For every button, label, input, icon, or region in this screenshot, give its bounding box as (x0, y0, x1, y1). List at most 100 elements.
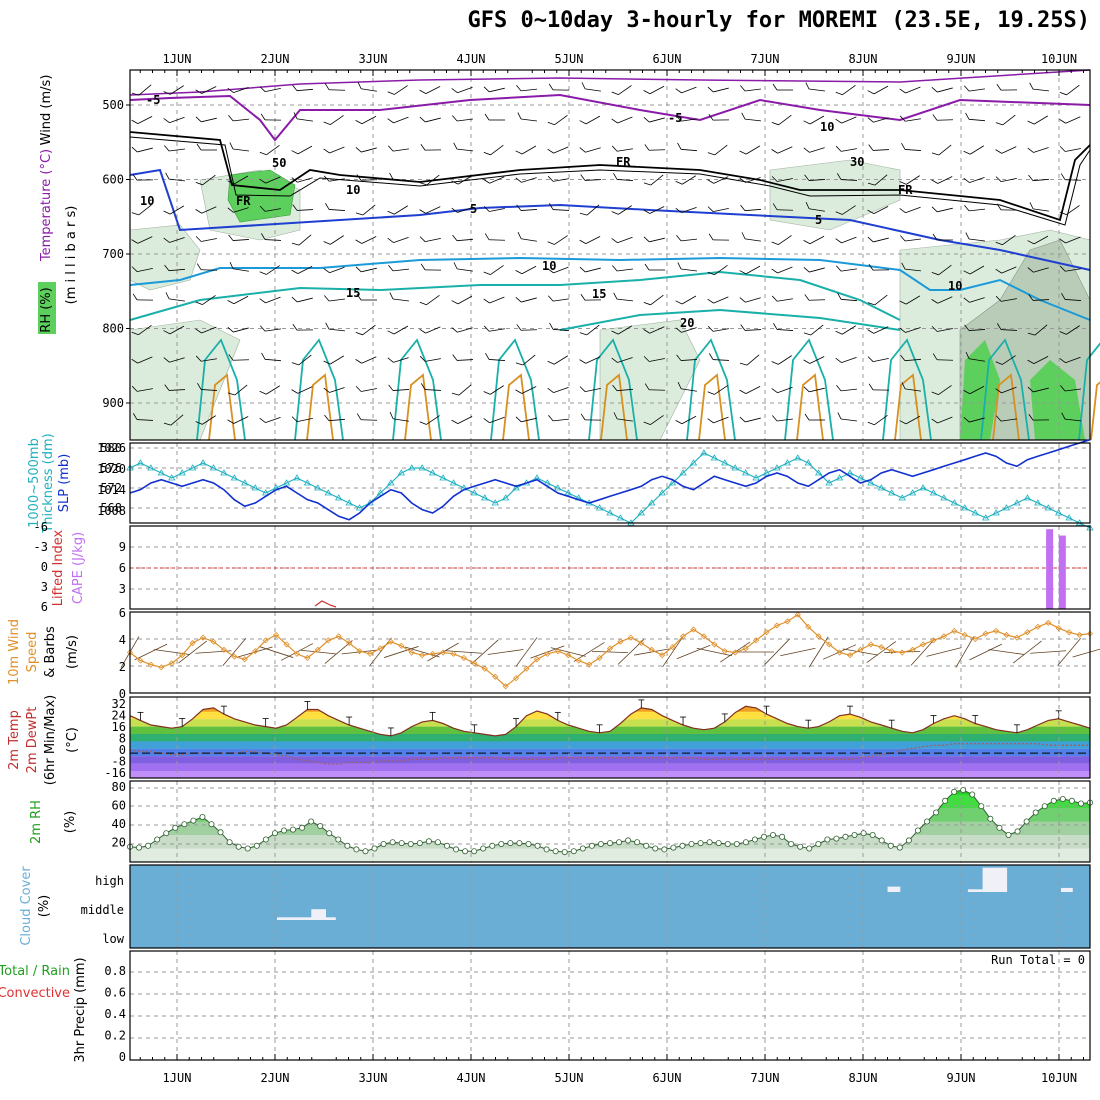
li-tick: 6 (41, 600, 48, 614)
wind-barb (195, 295, 216, 305)
wind-barb-shaft (873, 326, 889, 334)
wind-barb-shaft (520, 329, 538, 331)
wind-barb-shaft (745, 238, 761, 242)
wind-barb-flag (643, 182, 651, 186)
thickness-marker (220, 469, 228, 476)
wind-barb-flag (739, 416, 746, 423)
wind-barb-shaft (138, 324, 152, 336)
wind-barb-flag (739, 297, 746, 303)
wind-barb-shaft (937, 87, 953, 93)
wind-barb-flag (387, 91, 395, 95)
wind10-label: 10m Wind (7, 619, 22, 685)
wind-barb-flag (932, 353, 938, 360)
cloud-label: Cloud Cover (19, 866, 34, 946)
wind-barb (197, 382, 218, 391)
wind-barb-shaft (1032, 178, 1050, 182)
precip-tick: 0.4 (104, 1007, 126, 1021)
wind-barb (452, 234, 474, 242)
wind-barb-shaft (585, 387, 601, 393)
temp-tick: -8 (112, 755, 126, 769)
wind-barb-flag (1027, 147, 1034, 153)
wind-barb (901, 262, 921, 272)
wind-barb-shaft (1001, 177, 1017, 183)
wind-barb-flag (131, 92, 139, 96)
wind-barb-shaft (840, 298, 858, 302)
wind10-barb (988, 649, 1025, 655)
wind-barb-flag (163, 237, 170, 243)
wind-barb-flag (515, 269, 523, 275)
wind-barb-shaft (137, 388, 153, 392)
wind-barb (740, 85, 761, 92)
wind-barb-flag (643, 209, 651, 214)
rh-marker (534, 842, 541, 849)
rh-marker (579, 845, 586, 852)
wind-barb-shaft (521, 417, 537, 423)
rh-shade-green (960, 340, 1000, 440)
wind-barb (867, 174, 888, 186)
wind-barb-shaft (585, 147, 601, 153)
wind-barb (773, 322, 794, 331)
wind-barb (163, 205, 185, 215)
wind-barb-flag (195, 421, 203, 425)
wind-barb-flag (388, 265, 394, 272)
wind10-barb-shaft (969, 643, 1003, 661)
pressure-tick: 900 (102, 396, 124, 410)
wind10-label-2: Speed (25, 632, 40, 673)
wind-barb (325, 202, 346, 211)
wind-barb-shaft (457, 148, 473, 152)
wind-barb-flag (229, 262, 234, 269)
wind-barb-flag (964, 205, 970, 212)
wind-barb (804, 294, 826, 301)
wind-barb (675, 295, 697, 305)
wind-barb-flag (965, 232, 970, 240)
wind10-barb (222, 637, 247, 667)
wind-barb-flag (419, 116, 426, 123)
wind-barb-flag (1059, 265, 1066, 272)
wind-barb (899, 206, 921, 214)
rh-marker (896, 844, 903, 851)
wind-barb-shaft (521, 88, 537, 92)
day-label-bottom: 7JUN (751, 1071, 780, 1085)
wind-barb-flag (771, 122, 779, 126)
wind-barb (931, 144, 952, 156)
wind-barb-flag (707, 86, 714, 93)
thickness-marker (981, 514, 990, 521)
thickness-marker (418, 464, 426, 471)
temp-contour-wave (1090, 381, 1100, 441)
wind-barb-flag (165, 172, 170, 180)
wind-barb (195, 236, 217, 242)
wind10-barb-shaft (222, 637, 247, 667)
wind-barb (195, 86, 217, 94)
wind-barb (836, 385, 857, 392)
rh-marker (643, 842, 650, 849)
wind-barb (579, 386, 601, 393)
thickness-marker (1002, 504, 1011, 511)
wind-barb-flag (707, 418, 714, 424)
wind-barb (675, 115, 697, 122)
wind-barb (324, 414, 346, 422)
wind-barb-shaft (521, 386, 537, 394)
wind-barb-shaft (1065, 236, 1081, 244)
wind-barb-flag (260, 113, 266, 121)
wind-barb (931, 206, 953, 213)
pressure-tick: 700 (102, 247, 124, 261)
wind-barb-flag (548, 83, 554, 91)
wind-barb (515, 354, 536, 366)
wind-barb (580, 293, 602, 301)
wind-barb (771, 355, 792, 365)
wind-barb (805, 82, 825, 92)
wind-barb-flag (228, 354, 234, 361)
wind-barb (931, 385, 952, 395)
wind-barb-flag (804, 174, 810, 181)
wind-barb-flag (419, 236, 426, 242)
wind-barb-shaft (713, 87, 729, 93)
wind10-marker (805, 623, 812, 630)
wind-barb-shaft (681, 415, 697, 425)
rh-marker (136, 844, 143, 851)
wind-barb (867, 414, 888, 426)
wind-barb-flag (835, 91, 843, 96)
wind-barb (515, 265, 537, 275)
wind-barb-flag (1059, 92, 1067, 96)
wind-barb-flag (291, 150, 299, 155)
wind-barb-shaft (649, 206, 665, 214)
